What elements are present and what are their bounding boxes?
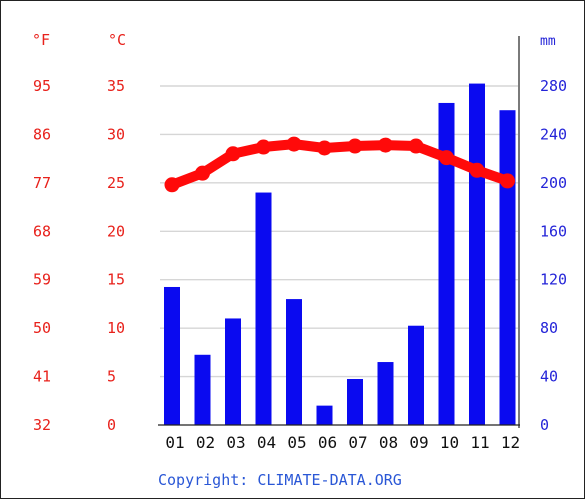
tick-label: 32 [33, 416, 51, 434]
temperature-point-07 [347, 138, 363, 154]
temperature-point-05 [286, 136, 302, 152]
temperature-line-path [167, 139, 513, 190]
fahrenheit-tick-labels: 95 86 77 68 59 50 41 32 [33, 77, 51, 434]
tick-label: 59 [33, 271, 51, 289]
fahrenheit-unit-label: °F [32, 31, 50, 49]
tick-label: 35 [107, 77, 125, 95]
precip-bar-12 [499, 110, 516, 425]
precip-bar-02 [194, 354, 211, 425]
precip-bar-08 [377, 362, 394, 425]
precip-bar-11 [469, 83, 485, 425]
tick-label: 0 [540, 416, 549, 434]
tick-label: 160 [540, 222, 567, 240]
tick-label: 5 [107, 368, 116, 386]
temperature-point-10 [439, 150, 454, 166]
tick-label: 25 [107, 174, 125, 192]
tick-label: 86 [33, 125, 51, 143]
precip-bar-07 [347, 378, 363, 425]
tick-label: 10 [107, 319, 125, 337]
tick-label: 15 [107, 271, 125, 289]
temperature-point-06 [317, 140, 332, 156]
month-label-06: 06 [318, 433, 337, 452]
tick-label: 41 [33, 368, 51, 386]
month-label-05: 05 [287, 433, 306, 452]
tick-label: 95 [33, 77, 51, 95]
tick-label: 0 [107, 416, 116, 434]
tick-label: 200 [540, 174, 567, 192]
temperature-point-09 [408, 138, 424, 154]
tick-label: 240 [540, 125, 567, 143]
precip-bar-04 [255, 192, 272, 425]
mm-tick-labels: 280 240 200 160 120 80 40 0 [540, 77, 567, 434]
copyright-text: Copyright: CLIMATE-DATA.ORG [158, 471, 402, 489]
tick-label: 40 [540, 368, 558, 386]
tick-label: 30 [107, 125, 125, 143]
gridlines [160, 85, 518, 378]
tick-label: 280 [540, 77, 567, 95]
temperature-point-01 [164, 177, 180, 193]
precip-bar-09 [408, 325, 424, 425]
tick-label: 68 [33, 222, 51, 240]
tick-label: 120 [540, 271, 567, 289]
month-label-11: 11 [470, 433, 489, 452]
temperature-point-08 [378, 137, 393, 153]
month-label-04: 04 [257, 433, 276, 452]
temperature-point-12 [500, 173, 515, 189]
temperature-point-02 [195, 165, 210, 181]
celsius-unit-label: °C [108, 31, 126, 49]
month-label-01: 01 [165, 433, 184, 452]
precip-bar-06 [316, 405, 333, 425]
month-label-02: 02 [196, 433, 215, 452]
precip-bar-01 [164, 286, 180, 425]
month-label-07: 07 [348, 433, 367, 452]
month-label-09: 09 [409, 433, 428, 452]
temperature-point-04 [256, 139, 271, 155]
precip-bar-03 [225, 318, 241, 425]
temperature-point-03 [225, 146, 241, 162]
precip-bar-05 [286, 299, 302, 425]
mm-unit-label: mm [540, 34, 556, 49]
tick-label: 80 [540, 319, 558, 337]
month-label-12: 12 [501, 433, 520, 452]
month-label-08: 08 [379, 433, 398, 452]
temperature-line [164, 136, 515, 193]
tick-label: 77 [33, 174, 51, 192]
celsius-tick-labels: 35 30 25 20 15 10 5 0 [107, 77, 125, 434]
tick-label: 50 [33, 319, 51, 337]
month-tick-labels: 01 02 03 04 05 06 07 08 09 10 11 12 [165, 433, 520, 452]
tick-label: 20 [107, 222, 125, 240]
month-label-10: 10 [440, 433, 459, 452]
month-label-03: 03 [226, 433, 245, 452]
temperature-point-11 [469, 162, 485, 178]
precip-bar-10 [438, 102, 455, 425]
